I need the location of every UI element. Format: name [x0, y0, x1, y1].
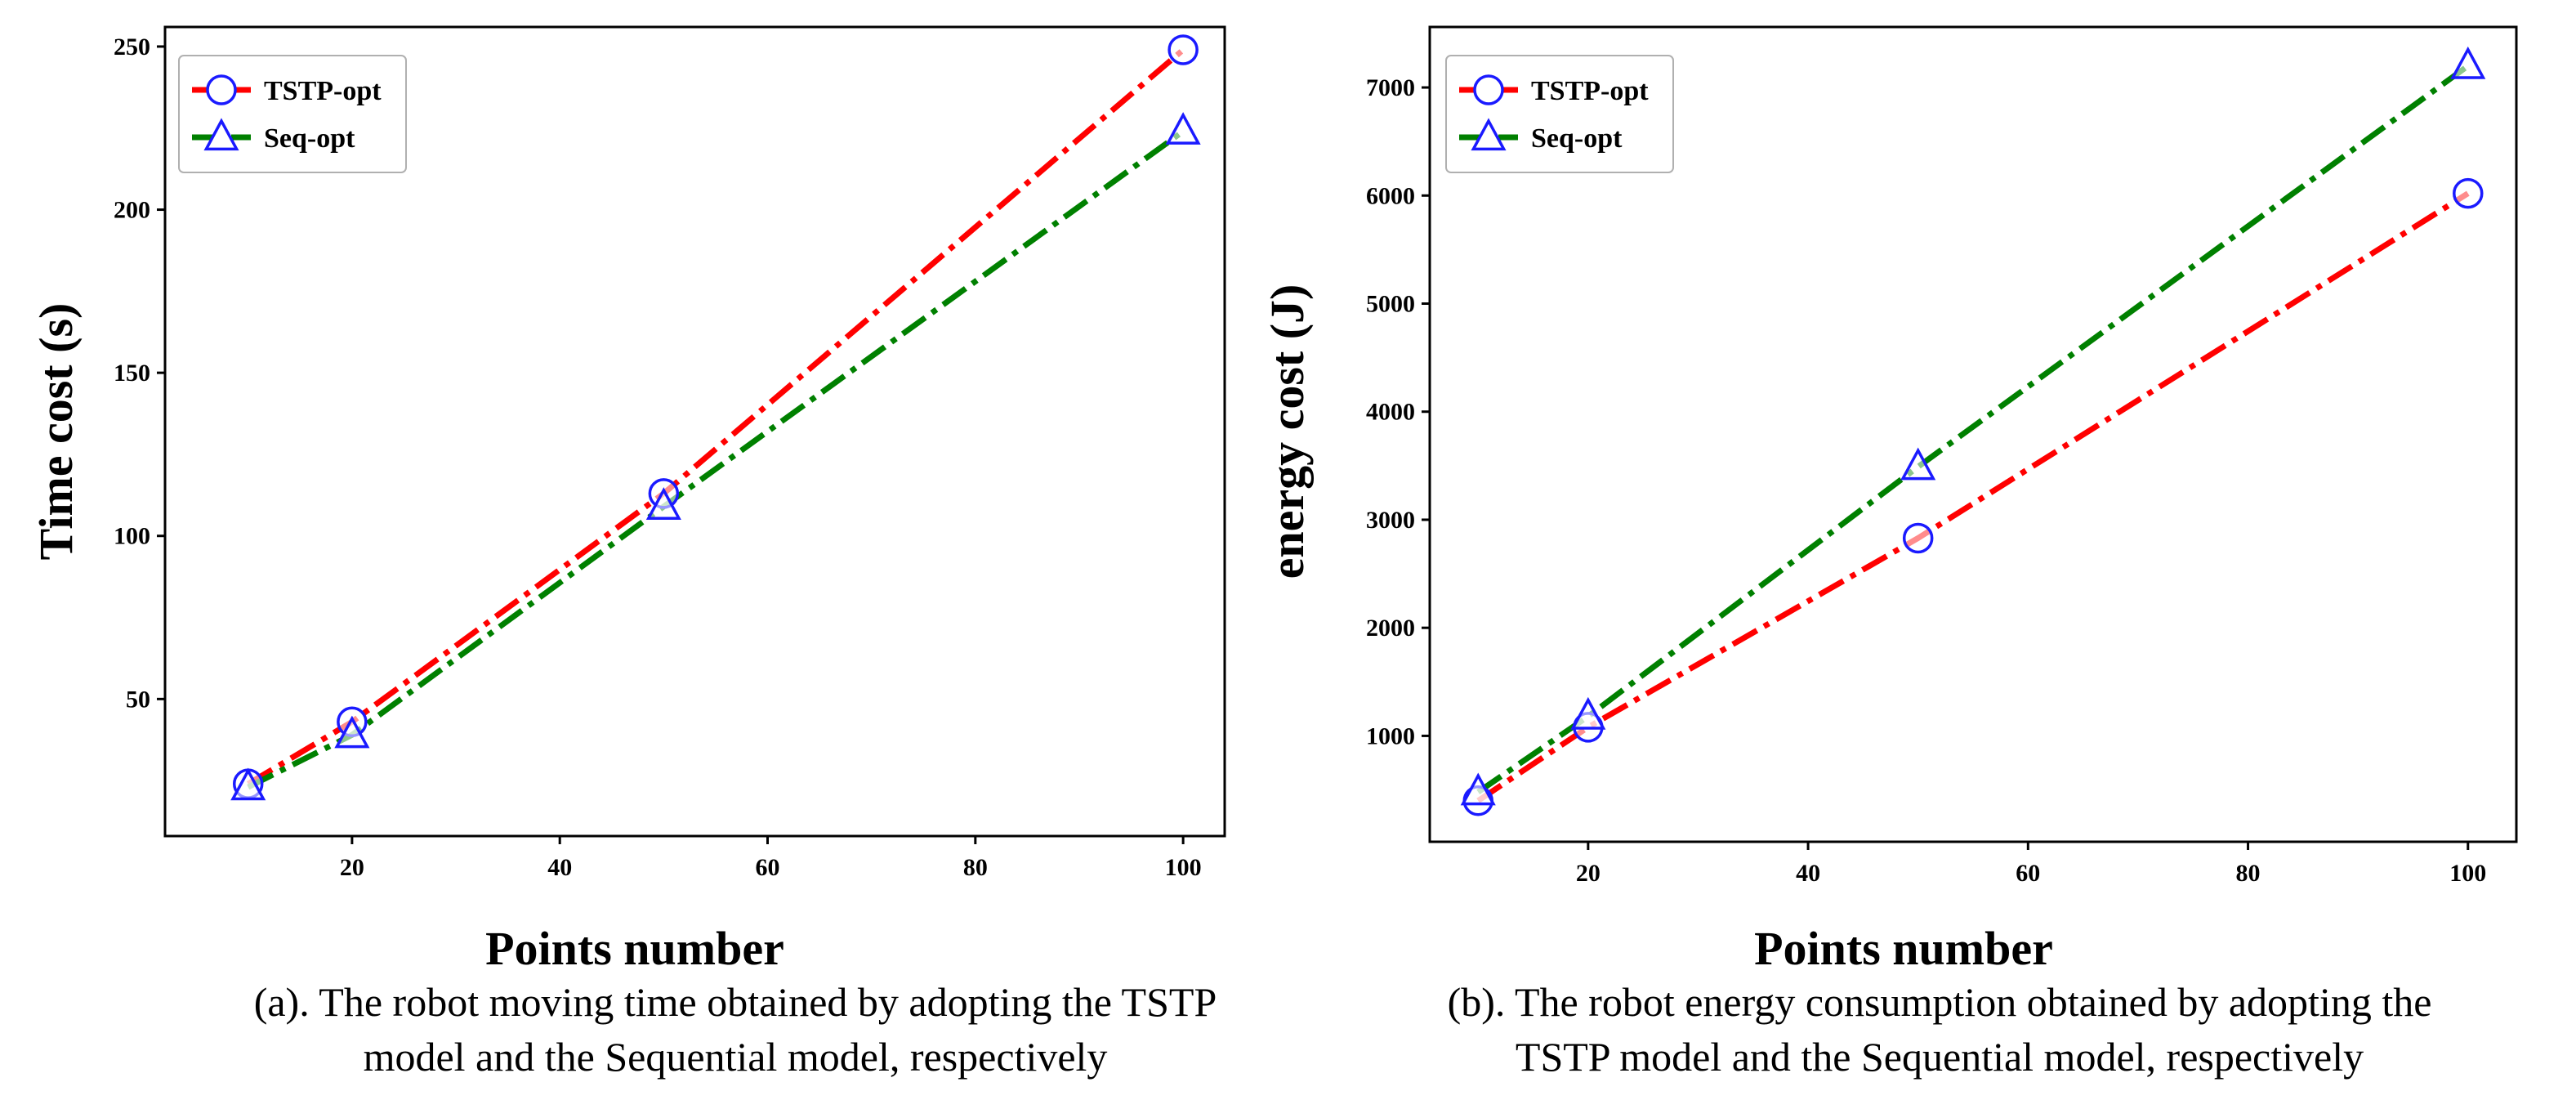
x-tick-label: 40 [547, 854, 572, 881]
data-point-triangle [645, 487, 681, 520]
series-line-tstp-opt [246, 47, 1185, 787]
y-tick-label: 250 [114, 34, 150, 60]
x-tick-label: 80 [2236, 860, 2261, 887]
data-point-triangle [334, 715, 370, 749]
legend-circle-icon [1473, 74, 1504, 105]
legend-label: TSTP-opt [264, 76, 382, 106]
data-point-circle [2453, 177, 2484, 209]
y-tick-label: 3000 [1366, 507, 1415, 534]
plot-frame [163, 25, 1226, 838]
y-tick-label: 1000 [1366, 722, 1415, 749]
legend-triangle-icon [1471, 118, 1507, 151]
caption-line: model and the Sequential model, respecti… [364, 1034, 1108, 1080]
y-tick-label: 2000 [1366, 615, 1415, 642]
legend: TSTP-opt Seq-opt [178, 55, 407, 173]
y-axis-title: energy cost (J) [1261, 284, 1314, 579]
data-point-triangle [1900, 447, 1936, 481]
series-line-tstp-opt [1476, 190, 2470, 803]
y-tick-label: 6000 [1366, 182, 1415, 209]
data-point-triangle [1570, 696, 1606, 730]
plot-frame [1428, 25, 2518, 843]
series-line-seq-opt [247, 128, 1185, 790]
y-tick-label: 7000 [1366, 74, 1415, 101]
legend-triangle-icon [203, 118, 239, 151]
y-tick-label: 5000 [1366, 291, 1415, 318]
y-tick-label: 4000 [1366, 399, 1415, 426]
x-axis-title: Points number [485, 922, 784, 975]
x-tick-label: 60 [756, 854, 780, 881]
y-tick-label: 50 [126, 686, 150, 713]
data-point-circle [1902, 522, 1934, 554]
x-tick-label: 20 [1576, 860, 1601, 887]
legend-label: TSTP-opt [1531, 76, 1649, 106]
chart-a: 20 40 60 80 100 50 100 150 200 250 TSTP-opt Seq-opt… [29, 25, 1226, 1080]
caption-line: (b). The robot energy consumption obtain… [1448, 979, 2432, 1025]
data-point-triangle [2450, 46, 2486, 79]
data-point-triangle [230, 767, 266, 801]
legend-label: Seq-opt [264, 123, 355, 154]
legend-box [178, 55, 407, 173]
data-point-triangle [1460, 772, 1496, 806]
legend: TSTP-opt Seq-opt [1445, 55, 1674, 173]
y-tick-label: 150 [114, 360, 150, 387]
legend-label: Seq-opt [1531, 123, 1623, 154]
legend-circle-icon [206, 74, 237, 105]
caption-line: (a). The robot moving time obtained by a… [254, 979, 1217, 1025]
x-tick-label: 60 [2016, 860, 2040, 887]
chart-b: 20 40 60 80 100 1000 2000 3000 4000 5000 6000 7000 T… [1261, 25, 2518, 1080]
x-tick-label: 100 [2449, 860, 2486, 887]
x-tick-label: 80 [963, 854, 988, 881]
legend-box [1445, 55, 1674, 173]
y-tick-label: 100 [114, 523, 150, 550]
x-tick-label: 20 [340, 854, 364, 881]
data-point-triangle [1165, 112, 1201, 145]
y-tick-label: 200 [114, 197, 150, 224]
x-axis-title: Points number [1754, 922, 2053, 975]
y-axis-title: Time cost (s) [29, 303, 83, 561]
series-line-seq-opt [1476, 63, 2470, 795]
x-tick-label: 40 [1796, 860, 1820, 887]
data-point-circle [1167, 34, 1199, 65]
caption-line: TSTP model and the Sequential model, res… [1516, 1034, 2364, 1080]
x-tick-label: 100 [1165, 854, 1202, 881]
